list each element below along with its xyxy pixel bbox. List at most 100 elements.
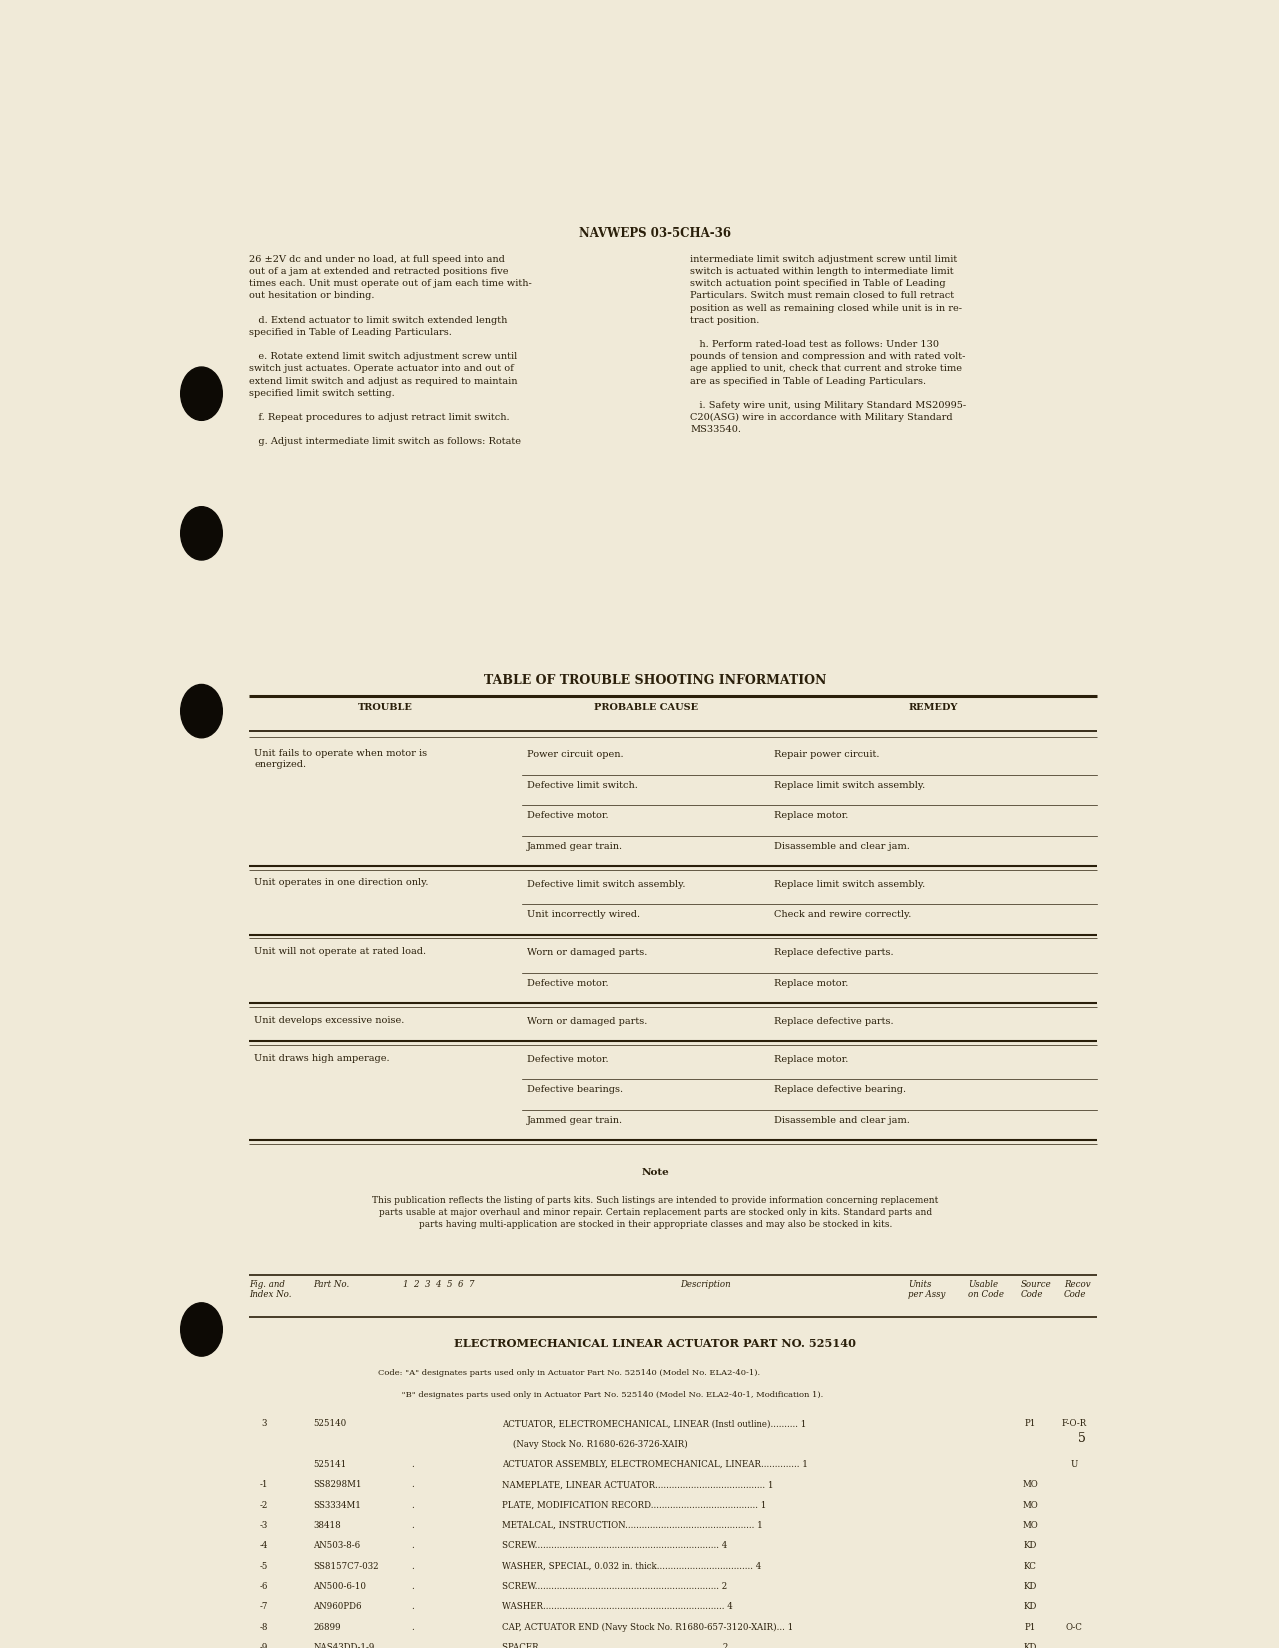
- Text: Unit develops excessive noise.: Unit develops excessive noise.: [255, 1015, 404, 1023]
- Text: -1: -1: [260, 1480, 269, 1488]
- Text: -2: -2: [260, 1500, 269, 1508]
- Text: Disassemble and clear jam.: Disassemble and clear jam.: [775, 840, 911, 850]
- Text: SPACER.................................................................. 2: SPACER..................................…: [501, 1641, 728, 1648]
- Text: Check and rewire correctly.: Check and rewire correctly.: [775, 910, 912, 918]
- Text: P1: P1: [1024, 1419, 1036, 1427]
- Text: Jammed gear train.: Jammed gear train.: [527, 1116, 623, 1124]
- Text: Disassemble and clear jam.: Disassemble and clear jam.: [775, 1116, 911, 1124]
- Text: .: .: [412, 1580, 414, 1590]
- Text: Fig. and
Index No.: Fig. and Index No.: [249, 1279, 292, 1299]
- Text: This publication reflects the listing of parts kits. Such listings are intended : This publication reflects the listing of…: [372, 1195, 939, 1228]
- Text: TABLE OF TROUBLE SHOOTING INFORMATION: TABLE OF TROUBLE SHOOTING INFORMATION: [485, 674, 826, 687]
- Text: F-O-R: F-O-R: [1062, 1419, 1086, 1427]
- Circle shape: [180, 368, 223, 422]
- Text: Worn or damaged parts.: Worn or damaged parts.: [527, 1017, 647, 1025]
- Text: KD: KD: [1023, 1641, 1037, 1648]
- Text: WASHER, SPECIAL, 0.032 in. thick................................... 4: WASHER, SPECIAL, 0.032 in. thick........…: [501, 1561, 761, 1569]
- Text: Defective bearings.: Defective bearings.: [527, 1084, 623, 1094]
- Text: -8: -8: [260, 1622, 269, 1630]
- Text: Replace defective bearing.: Replace defective bearing.: [775, 1084, 907, 1094]
- Text: 26 ±2V dc and under no load, at full speed into and
out of a jam at extended and: 26 ±2V dc and under no load, at full spe…: [249, 255, 532, 447]
- Text: Unit incorrectly wired.: Unit incorrectly wired.: [527, 910, 640, 918]
- Text: SCREW................................................................... 4: SCREW...................................…: [501, 1541, 726, 1549]
- Text: Defective limit switch assembly.: Defective limit switch assembly.: [527, 878, 686, 888]
- Text: "B" designates parts used only in Actuator Part No. 525140 (Model No. ELA2-40-1,: "B" designates parts used only in Actuat…: [379, 1391, 824, 1399]
- Text: O-C: O-C: [1065, 1622, 1082, 1630]
- Text: .: .: [412, 1641, 414, 1648]
- Text: -4: -4: [260, 1541, 269, 1549]
- Text: Repair power circuit.: Repair power circuit.: [775, 750, 880, 758]
- Text: TROUBLE: TROUBLE: [358, 702, 413, 712]
- Text: .: .: [412, 1541, 414, 1549]
- Text: AN503-8-6: AN503-8-6: [313, 1541, 361, 1549]
- Text: Jammed gear train.: Jammed gear train.: [527, 840, 623, 850]
- Text: Defective motor.: Defective motor.: [527, 1055, 609, 1063]
- Text: Description: Description: [679, 1279, 730, 1287]
- Text: Usable
on Code: Usable on Code: [968, 1279, 1004, 1299]
- Text: Defective motor.: Defective motor.: [527, 811, 609, 819]
- Text: Unit operates in one direction only.: Unit operates in one direction only.: [255, 878, 428, 887]
- Text: .: .: [412, 1500, 414, 1508]
- Text: (Navy Stock No. R1680-626-3726-XAIR): (Navy Stock No. R1680-626-3726-XAIR): [501, 1439, 688, 1449]
- Text: ELECTROMECHANICAL LINEAR ACTUATOR PART NO. 525140: ELECTROMECHANICAL LINEAR ACTUATOR PART N…: [454, 1337, 857, 1348]
- Text: Replace motor.: Replace motor.: [775, 1055, 849, 1063]
- Text: Note: Note: [642, 1167, 669, 1177]
- Text: Replace defective parts.: Replace defective parts.: [775, 948, 894, 957]
- Text: SS8157C7-032: SS8157C7-032: [313, 1561, 379, 1569]
- Text: Units
per Assy: Units per Assy: [908, 1279, 945, 1299]
- Text: Unit draws high amperage.: Unit draws high amperage.: [255, 1053, 390, 1061]
- Text: Recov
Code: Recov Code: [1064, 1279, 1091, 1299]
- Text: Unit will not operate at rated load.: Unit will not operate at rated load.: [255, 946, 426, 956]
- Text: Replace defective parts.: Replace defective parts.: [775, 1017, 894, 1025]
- Circle shape: [180, 508, 223, 560]
- Text: METALCAL, INSTRUCTION............................................... 1: METALCAL, INSTRUCTION...................…: [501, 1519, 762, 1529]
- Text: -3: -3: [260, 1519, 269, 1529]
- Text: Replace limit switch assembly.: Replace limit switch assembly.: [775, 780, 926, 789]
- Text: -5: -5: [260, 1561, 269, 1569]
- Text: .: .: [412, 1480, 414, 1488]
- Text: .: .: [412, 1622, 414, 1630]
- Text: CAP, ACTUATOR END (Navy Stock No. R1680-657-3120-XAIR)... 1: CAP, ACTUATOR END (Navy Stock No. R1680-…: [501, 1622, 793, 1630]
- Text: MO: MO: [1022, 1519, 1039, 1529]
- Text: -7: -7: [260, 1602, 269, 1610]
- Text: REMEDY: REMEDY: [908, 702, 958, 712]
- Text: PROBABLE CAUSE: PROBABLE CAUSE: [593, 702, 697, 712]
- Text: ACTUATOR, ELECTROMECHANICAL, LINEAR (Instl outline).......... 1: ACTUATOR, ELECTROMECHANICAL, LINEAR (Ins…: [501, 1419, 806, 1427]
- Text: AN960PD6: AN960PD6: [313, 1602, 362, 1610]
- Text: Defective limit switch.: Defective limit switch.: [527, 780, 637, 789]
- Text: Replace motor.: Replace motor.: [775, 811, 849, 819]
- Text: SCREW................................................................... 2: SCREW...................................…: [501, 1580, 726, 1590]
- Text: SS8298M1: SS8298M1: [313, 1480, 362, 1488]
- Text: SS3334M1: SS3334M1: [313, 1500, 362, 1508]
- Text: intermediate limit switch adjustment screw until limit
switch is actuated within: intermediate limit switch adjustment scr…: [691, 255, 967, 433]
- Text: MO: MO: [1022, 1480, 1039, 1488]
- Text: 26899: 26899: [313, 1622, 341, 1630]
- Text: ACTUATOR ASSEMBLY, ELECTROMECHANICAL, LINEAR.............. 1: ACTUATOR ASSEMBLY, ELECTROMECHANICAL, LI…: [501, 1458, 808, 1468]
- Text: Power circuit open.: Power circuit open.: [527, 750, 623, 758]
- Text: .: .: [412, 1561, 414, 1569]
- Text: NAMEPLATE, LINEAR ACTUATOR........................................ 1: NAMEPLATE, LINEAR ACTUATOR..............…: [501, 1480, 774, 1488]
- Text: Replace limit switch assembly.: Replace limit switch assembly.: [775, 878, 926, 888]
- Text: 3: 3: [261, 1419, 266, 1427]
- Text: .: .: [412, 1519, 414, 1529]
- Text: 1  2  3  4  5  6  7: 1 2 3 4 5 6 7: [403, 1279, 475, 1287]
- Text: KD: KD: [1023, 1602, 1037, 1610]
- Text: -6: -6: [260, 1580, 269, 1590]
- Text: WASHER.................................................................. 4: WASHER..................................…: [501, 1602, 733, 1610]
- Text: 525141: 525141: [313, 1458, 347, 1468]
- Text: P1: P1: [1024, 1622, 1036, 1630]
- Text: PLATE, MODIFICATION RECORD....................................... 1: PLATE, MODIFICATION RECORD..............…: [501, 1500, 766, 1508]
- Text: Code: "A" designates parts used only in Actuator Part No. 525140 (Model No. ELA2: Code: "A" designates parts used only in …: [379, 1368, 760, 1376]
- Text: Source
Code: Source Code: [1021, 1279, 1051, 1299]
- Text: NAS43DD-1-9: NAS43DD-1-9: [313, 1641, 375, 1648]
- Text: -9: -9: [260, 1641, 269, 1648]
- Text: MO: MO: [1022, 1500, 1039, 1508]
- Text: KD: KD: [1023, 1580, 1037, 1590]
- Text: 5: 5: [1078, 1430, 1086, 1444]
- Circle shape: [180, 686, 223, 738]
- Text: Replace motor.: Replace motor.: [775, 979, 849, 987]
- Text: KD: KD: [1023, 1541, 1037, 1549]
- Text: .: .: [412, 1458, 414, 1468]
- Text: Part No.: Part No.: [313, 1279, 349, 1287]
- Circle shape: [180, 1304, 223, 1356]
